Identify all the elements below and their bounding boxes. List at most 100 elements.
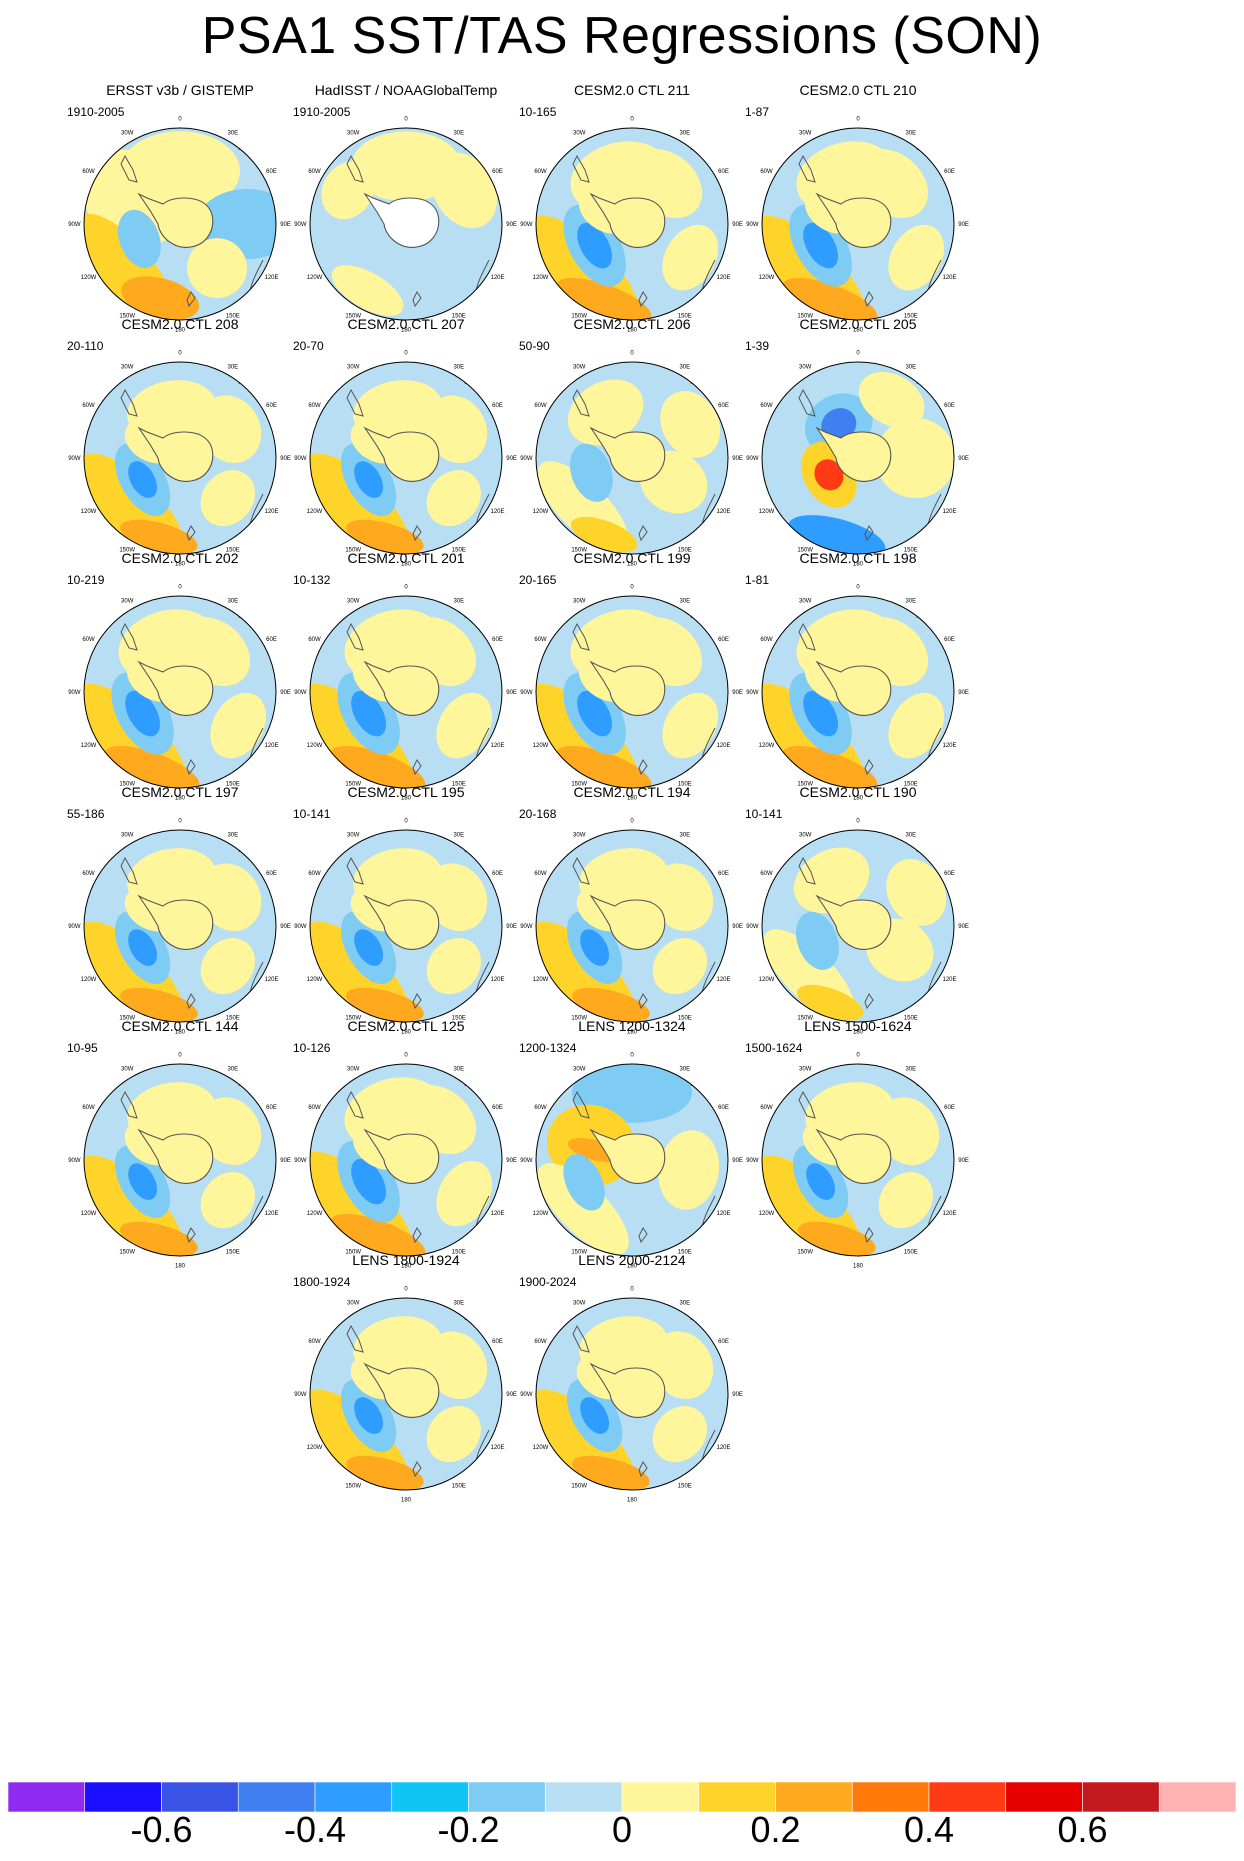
map-panel: CESM2.0 CTL 190 10-141 0 30E 60E 90E 120E 150E 1… bbox=[733, 784, 983, 1054]
panel-title: CESM2.0 CTL 195 bbox=[347, 784, 465, 800]
anomaly-region bbox=[200, 470, 255, 527]
longitude-label: 30E bbox=[679, 833, 690, 839]
longitude-label: 0 bbox=[178, 584, 182, 590]
map-border bbox=[309, 595, 503, 789]
longitude-label: 120W bbox=[81, 275, 97, 281]
longitude-label: 120E bbox=[716, 509, 730, 515]
anomaly-region bbox=[577, 690, 613, 737]
longitude-label: 30E bbox=[905, 1067, 916, 1073]
longitude-label: 150E bbox=[452, 1016, 466, 1022]
anomaly-region bbox=[346, 987, 424, 1022]
anomaly-region bbox=[330, 1213, 426, 1256]
anomaly-region bbox=[803, 222, 839, 269]
panel-years: 55-186 bbox=[67, 807, 105, 821]
longitude-label: 150E bbox=[226, 782, 240, 788]
longitude-label: 60E bbox=[266, 637, 277, 643]
longitude-label: 30E bbox=[453, 131, 464, 137]
antarctica-landmass bbox=[363, 1128, 440, 1184]
longitude-label: 90W bbox=[746, 690, 759, 696]
anomaly-region bbox=[660, 391, 721, 458]
longitude-label: 120E bbox=[942, 509, 956, 515]
map-border bbox=[309, 1063, 503, 1257]
longitude-label: 120E bbox=[490, 743, 504, 749]
longitude-label: 30W bbox=[347, 1067, 360, 1073]
longitude-label: 0 bbox=[404, 818, 408, 824]
map-border bbox=[309, 361, 503, 555]
panel-years: 10-141 bbox=[293, 807, 331, 821]
polar-map: 0 30E 60E 90E 120E 150E 180 150W 120W 90W 60W 30W bbox=[746, 584, 969, 801]
south-america-coast bbox=[798, 388, 816, 417]
polar-map: 0 30E 60E 90E 120E 150E 180 150W 120W 90W 60W 30W bbox=[294, 584, 517, 802]
longitude-label: 90W bbox=[520, 690, 533, 696]
anomaly-region bbox=[652, 1406, 707, 1463]
anomaly-region bbox=[572, 987, 650, 1022]
map-border bbox=[761, 595, 955, 789]
longitude-label: 0 bbox=[178, 818, 182, 824]
longitude-label: 120E bbox=[716, 977, 730, 983]
anomaly-region bbox=[814, 459, 844, 491]
longitude-label: 150E bbox=[678, 1250, 692, 1256]
map-panel: CESM2.0 CTL 125 10-126 0 30E 60E 90E 120E 150E 1… bbox=[281, 1018, 531, 1288]
anomaly-region bbox=[351, 1158, 387, 1205]
longitude-label: 60W bbox=[760, 403, 773, 409]
polar-map: 0 30E 60E 90E 120E 150E 180 150W 120W 90W 60W 30W bbox=[68, 116, 291, 333]
longitude-label: 90E bbox=[506, 1158, 517, 1164]
longitude-label: 180 bbox=[401, 328, 412, 334]
longitude-label: 30E bbox=[453, 599, 464, 605]
map-panel: CESM2.0 CTL 201 10-132 0 30E 60E 90E 120E 150E 1… bbox=[281, 550, 531, 820]
longitude-label: 120W bbox=[533, 1445, 549, 1451]
anomaly-region bbox=[788, 515, 886, 554]
south-america-coast bbox=[572, 622, 590, 651]
anomaly-region bbox=[658, 1130, 720, 1210]
longitude-label: 60W bbox=[82, 1105, 95, 1111]
longitude-label: 150W bbox=[119, 1016, 135, 1022]
anomaly-region bbox=[876, 1097, 940, 1166]
longitude-label: 60W bbox=[534, 871, 547, 877]
longitude-label: 180 bbox=[401, 796, 412, 802]
longitude-label: 0 bbox=[404, 1052, 408, 1058]
longitude-label: 150W bbox=[571, 782, 587, 788]
south-america-coast bbox=[572, 388, 590, 417]
panel-years: 10-95 bbox=[67, 1041, 98, 1055]
colorbar-swatch bbox=[1158, 1782, 1236, 1812]
longitude-label: 60E bbox=[944, 871, 955, 877]
new-zealand-coast bbox=[186, 759, 196, 776]
antarctica-landmass bbox=[815, 660, 892, 716]
longitude-label: 120W bbox=[759, 509, 775, 515]
map-panel: LENS 1200-1324 1200-1324 0 30E 60E 90E 120E 150… bbox=[507, 1018, 757, 1288]
anomaly-region bbox=[198, 1097, 262, 1166]
anomaly-region bbox=[888, 224, 945, 291]
map-border bbox=[761, 829, 955, 1023]
map-border bbox=[83, 595, 277, 789]
anomaly-region bbox=[125, 690, 161, 737]
longitude-label: 180 bbox=[627, 1264, 638, 1270]
polar-map: 0 30E 60E 90E 120E 150E 180 150W 120W 90W 60W 30W bbox=[746, 818, 969, 1035]
panel-title: CESM2.0 CTL 190 bbox=[799, 784, 917, 800]
longitude-label: 30E bbox=[227, 1067, 238, 1073]
panel-years: 1500-1624 bbox=[745, 1041, 803, 1055]
longitude-label: 30W bbox=[573, 599, 586, 605]
longitude-label: 180 bbox=[853, 562, 864, 568]
map-panel: CESM2.0 CTL 202 10-219 0 30E 60E 90E 120E 150E 1… bbox=[55, 550, 305, 820]
longitude-label: 30W bbox=[799, 599, 812, 605]
panel-years: 1-39 bbox=[745, 339, 770, 353]
longitude-label: 60E bbox=[266, 871, 277, 877]
anomaly-region bbox=[577, 222, 613, 269]
longitude-label: 90W bbox=[520, 456, 533, 462]
polar-map: 0 30E 60E 90E 120E 150E 180 150W 120W 90W 60W 30W bbox=[68, 350, 291, 567]
longitude-label: 0 bbox=[630, 1286, 634, 1292]
longitude-label: 180 bbox=[627, 328, 638, 334]
colorbar-swatch bbox=[1082, 1782, 1160, 1812]
panel-title: CESM2.0 CTL 199 bbox=[573, 550, 691, 566]
longitude-label: 120E bbox=[490, 275, 504, 281]
longitude-label: 150W bbox=[345, 1484, 361, 1490]
longitude-label: 180 bbox=[627, 1030, 638, 1036]
longitude-label: 120W bbox=[759, 743, 775, 749]
longitude-label: 150W bbox=[797, 548, 813, 554]
colorbar-tick-label: 0.2 bbox=[750, 1809, 801, 1850]
colorbar-swatch bbox=[391, 1782, 469, 1812]
new-zealand-coast bbox=[186, 525, 196, 542]
longitude-label: 60E bbox=[266, 169, 277, 175]
antarctica-landmass bbox=[589, 426, 666, 482]
anomaly-region bbox=[796, 984, 864, 1021]
